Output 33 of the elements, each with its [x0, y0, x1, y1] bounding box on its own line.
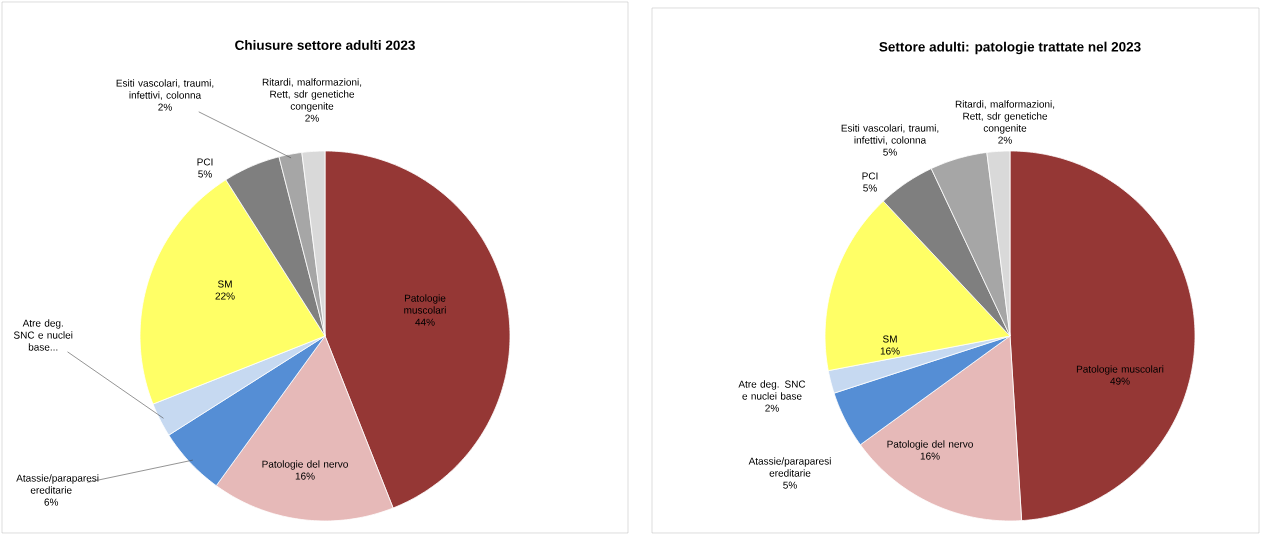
data-label: 2%	[158, 103, 172, 111]
slice-label: Esiti vascolari, traumi, infettivi, colonna	[841, 124, 939, 145]
slice-label: Patologie muscolari	[404, 294, 446, 314]
data-label: 22%	[215, 292, 235, 300]
slice-label: Ritardi, malformazioni, Rett, sdr genetiche congenite	[262, 78, 362, 112]
data-label: 2%	[765, 404, 779, 412]
data-label: 5%	[198, 170, 212, 178]
chart-title: Chiusure settore adulti 2023	[235, 40, 415, 50]
slice-label: Esiti vascolari, traumi, infettivi, colonna	[116, 79, 214, 100]
data-label: 5%	[863, 184, 877, 192]
slice-label: Atassie/paraparesi ereditarie	[16, 474, 99, 494]
slice-label: Atre deg. SNC e nuclei base	[738, 380, 806, 400]
slice-label: Patologie del nervo	[262, 460, 348, 470]
data-label: 44%	[415, 318, 435, 326]
slice-label: Atassie/paraparesi ereditarie	[748, 457, 831, 477]
data-label: 16%	[880, 347, 900, 355]
data-label: 5%	[783, 481, 797, 489]
slice-label: PCI	[862, 172, 878, 180]
slice-label: Patologie muscolari	[1076, 365, 1164, 375]
slice-label: Ritardi, malformazioni, Rett, sdr genetiche congenite	[955, 100, 1055, 134]
data-label: 5%	[883, 148, 897, 156]
data-label: 2%	[998, 136, 1012, 144]
data-label: 49%	[1110, 377, 1130, 385]
slice-label: SM	[217, 280, 232, 288]
chart-title: Settore adulti: patologie trattate nel 2023	[879, 41, 1141, 55]
data-label: 16%	[920, 452, 940, 460]
slice-label: PCI	[197, 158, 213, 166]
slice-label: Patologie del nervo	[887, 440, 973, 450]
data-label: 2%	[305, 114, 319, 122]
data-label: 16%	[295, 472, 315, 480]
slice-label: SM	[882, 335, 897, 343]
data-label: 6%	[44, 498, 59, 506]
slice-label: Atre deg. SNC e nuclei base...	[13, 319, 73, 351]
